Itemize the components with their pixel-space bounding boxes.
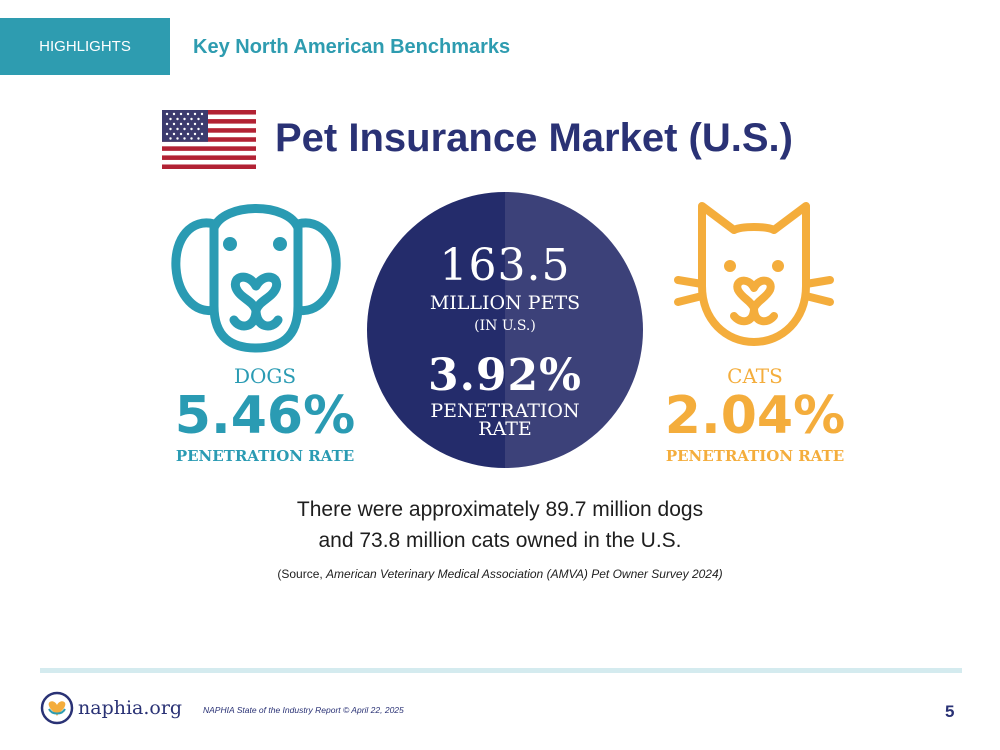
us-flag-icon bbox=[162, 110, 256, 169]
cat-icon bbox=[674, 202, 834, 346]
ownership-description: There were approximately 89.7 million do… bbox=[200, 494, 800, 556]
source-title: American Veterinary Medical Association … bbox=[326, 567, 723, 581]
rate-label-1: PENETRATION bbox=[430, 400, 580, 422]
pets-sublabel: (IN U.S.) bbox=[474, 318, 536, 334]
dog-icon bbox=[171, 204, 341, 353]
naphia-logo-icon bbox=[40, 691, 74, 725]
pets-number: 163.5 bbox=[439, 240, 571, 291]
cats-caption: PENETRATION RATE bbox=[665, 447, 845, 465]
section-title: Key North American Benchmarks bbox=[193, 36, 511, 58]
source-citation: (Source, American Veterinary Medical Ass… bbox=[200, 567, 800, 581]
footer-divider bbox=[40, 668, 962, 673]
dogs-caption: PENETRATION RATE bbox=[175, 447, 355, 465]
overall-rate: 3.92% bbox=[428, 350, 582, 401]
pets-circle bbox=[367, 192, 643, 468]
cats-label: CATS bbox=[727, 364, 783, 388]
page-title: Pet Insurance Market (U.S.) bbox=[275, 116, 793, 160]
pets-label: MILLION PETS bbox=[429, 292, 581, 314]
footer-note: NAPHIA State of the Industry Report © Ap… bbox=[203, 705, 404, 715]
rate-label-2: RATE bbox=[478, 418, 532, 440]
logo-text: naphia.org bbox=[78, 697, 183, 719]
page-number: 5 bbox=[945, 702, 955, 721]
source-prefix: (Source, bbox=[277, 567, 327, 581]
highlights-tag: HIGHLIGHTS bbox=[0, 18, 170, 75]
dogs-percent: 5.46% bbox=[174, 386, 356, 446]
highlights-tag-label: HIGHLIGHTS bbox=[39, 38, 131, 55]
description-line-2: and 73.8 million cats owned in the U.S. bbox=[318, 529, 682, 552]
dogs-label: DOGS bbox=[233, 364, 297, 388]
description-line-1: There were approximately 89.7 million do… bbox=[296, 498, 704, 521]
naphia-logo: naphia.org bbox=[40, 690, 182, 726]
cats-percent: 2.04% bbox=[664, 386, 846, 446]
